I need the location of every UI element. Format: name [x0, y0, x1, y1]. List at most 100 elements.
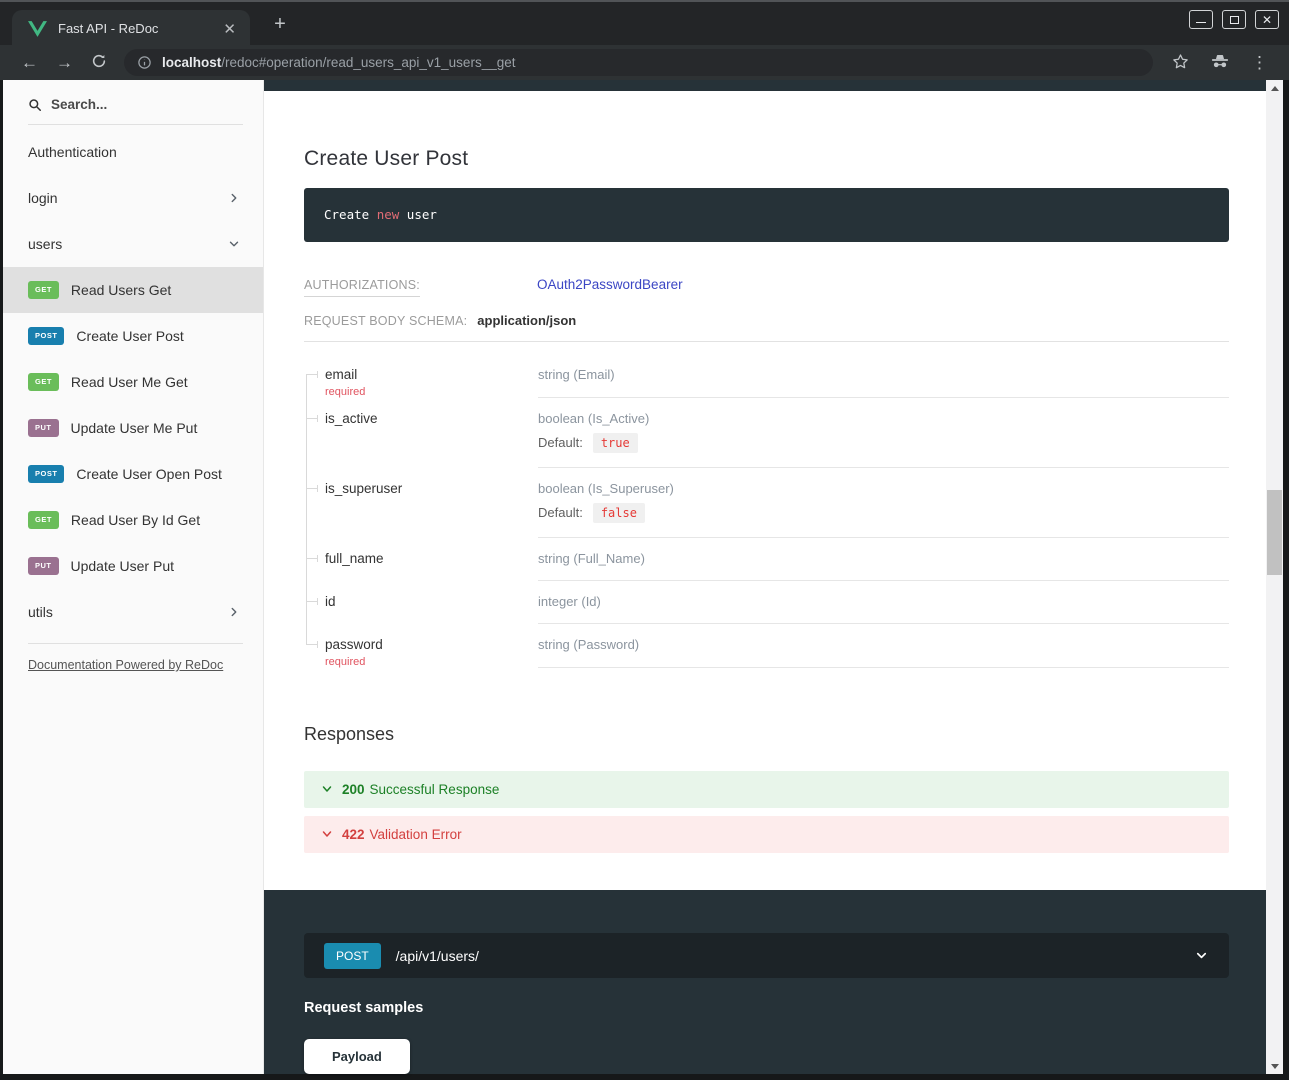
search-box[interactable]	[3, 80, 263, 112]
incognito-icon	[1202, 54, 1238, 72]
response-422[interactable]: 422 Validation Error	[304, 815, 1229, 853]
default-value-chip: true	[592, 432, 638, 453]
vue-logo-icon	[28, 20, 48, 37]
required-flag: required	[325, 385, 366, 398]
site-info-icon[interactable]	[137, 55, 152, 70]
field-name-cell: is_active	[306, 398, 538, 468]
field-detail-cell: string (Password)	[538, 624, 1229, 668]
field-name: is_superuser	[325, 480, 403, 496]
forward-icon[interactable]: →	[56, 53, 73, 72]
sidebar-item-authentication[interactable]: Authentication	[3, 129, 263, 175]
default-label: Default:	[538, 435, 583, 451]
sidebar-item-read-users-get[interactable]: GET Read Users Get	[3, 267, 263, 313]
field-type: string (Full_Name)	[538, 550, 645, 566]
method-badge: POST	[324, 942, 381, 969]
field-name: password	[325, 636, 383, 652]
schema-field-is-active: is_active boolean (Is_Active) Default: true	[306, 397, 1229, 468]
required-flag: required	[325, 655, 366, 668]
window-minimize-button[interactable]	[1189, 10, 1213, 29]
window-close-button[interactable]: ✕	[1255, 10, 1279, 29]
sidebar-item-label: Read User Me Get	[70, 374, 188, 390]
tab-close-icon[interactable]: ✕	[223, 20, 236, 38]
sidebar-item-read-user-me-get[interactable]: GET Read User Me Get	[3, 359, 263, 405]
sidebar-footer-divider	[28, 643, 243, 644]
field-detail-cell: boolean (Is_Active) Default: true	[538, 398, 1229, 468]
sidebar-item-create-user-open-post[interactable]: POST Create User Open Post	[3, 451, 263, 497]
address-bar[interactable]: localhost/redoc#operation/read_users_api…	[124, 49, 1153, 76]
chevron-down-icon	[321, 783, 333, 795]
schema-field-email: email required string (Email)	[306, 354, 1229, 398]
sidebar-item-label: Update User Put	[70, 558, 175, 574]
code-keyword: new	[376, 207, 400, 223]
auth-scheme-link[interactable]: OAuth2PasswordBearer	[537, 276, 683, 292]
payload-tab[interactable]: Payload	[304, 1039, 410, 1074]
chevron-down-icon	[1194, 948, 1209, 963]
search-divider	[28, 124, 243, 125]
sidebar-item-create-user-post[interactable]: POST Create User Post	[3, 313, 263, 359]
url-host: localhost	[162, 55, 222, 70]
operation-content: Create User Post Create new user AUTHORI…	[264, 91, 1229, 890]
menu-dots-icon[interactable]: ⋮	[1251, 53, 1268, 72]
search-input[interactable]	[51, 97, 211, 112]
method-badge-post: POST	[28, 327, 65, 345]
response-code: 200	[342, 781, 365, 797]
sidebar-menu: Authentication login users GET Read Users Ge…	[3, 129, 263, 635]
field-name-cell: is_superuser	[306, 468, 538, 538]
tab-title: Fast API - ReDoc	[58, 21, 159, 36]
authorizations-label: AUTHORIZATIONS:	[304, 277, 537, 297]
scrollbar-up-arrow[interactable]	[1266, 80, 1283, 96]
window-maximize-button[interactable]	[1222, 10, 1246, 29]
redoc-footer-link[interactable]: Documentation Powered by ReDoc	[28, 658, 224, 672]
minimize-icon	[1196, 22, 1206, 23]
reload-icon[interactable]	[82, 53, 116, 72]
field-name-cell: password required	[306, 624, 538, 668]
method-badge-post: POST	[28, 465, 65, 483]
scrollbar-down-arrow[interactable]	[1266, 1058, 1283, 1074]
field-name: email	[325, 366, 358, 382]
field-type: boolean (Is_Superuser)	[538, 480, 674, 496]
field-type: string (Password)	[538, 636, 640, 652]
sidebar-item-users[interactable]: users	[3, 221, 263, 267]
window-controls: ✕	[1189, 10, 1279, 29]
operation-description-code: Create new user	[304, 187, 1229, 242]
sidebar-item-utils[interactable]: utils	[3, 589, 263, 635]
url-path: /redoc#operation/read_users_api_v1_users…	[221, 55, 516, 70]
page-scrollbar[interactable]	[1266, 80, 1283, 1074]
request-body-label: REQUEST BODY SCHEMA:	[304, 313, 468, 328]
browser-tab[interactable]: Fast API - ReDoc ✕	[12, 10, 250, 47]
operation-title: Create User Post	[304, 146, 469, 170]
field-type: string (Email)	[538, 366, 615, 382]
field-name-cell: full_name	[306, 538, 538, 581]
bookmark-star-icon[interactable]	[1163, 53, 1198, 73]
new-tab-button[interactable]: +	[274, 13, 286, 35]
field-detail-cell: integer (Id)	[538, 581, 1229, 624]
search-icon	[29, 98, 42, 111]
browser-toolbar: ← → localhost/redoc#operation/read_users…	[0, 45, 1289, 80]
response-200[interactable]: 200 Successful Response	[304, 770, 1229, 808]
main-panel: Create User Post Create new user AUTHORI…	[264, 80, 1266, 1074]
sidebar-item-update-user-me-put[interactable]: PUT Update User Me Put	[3, 405, 263, 451]
schema-field-full-name: full_name string (Full_Name)	[306, 537, 1229, 581]
endpoint-dropdown[interactable]: POST /api/v1/users/	[304, 933, 1229, 978]
field-name: id	[325, 593, 336, 609]
chevron-down-icon	[321, 828, 333, 840]
field-name: full_name	[325, 550, 384, 566]
scrollbar-thumb[interactable]	[1267, 490, 1282, 575]
chevron-right-icon	[227, 605, 241, 619]
default-value-chip: false	[592, 502, 645, 523]
sidebar-item-read-user-by-id-get[interactable]: GET Read User By Id Get	[3, 497, 263, 543]
responses-heading: Responses	[304, 723, 395, 744]
field-name: is_active	[325, 410, 378, 426]
sidebar-item-update-user-put[interactable]: PUT Update User Put	[3, 543, 263, 589]
sidebar-item-label: login	[28, 190, 58, 206]
method-badge-get: GET	[28, 511, 59, 529]
field-type: integer (Id)	[538, 593, 601, 609]
section-divider	[304, 340, 1229, 342]
back-icon[interactable]: ←	[21, 53, 38, 72]
field-detail-cell: boolean (Is_Superuser) Default: false	[538, 468, 1229, 538]
sidebar-item-login[interactable]: login	[3, 175, 263, 221]
schema-field-password: password required string (Password)	[306, 623, 1229, 668]
sidebar-item-label: Authentication	[28, 144, 117, 160]
